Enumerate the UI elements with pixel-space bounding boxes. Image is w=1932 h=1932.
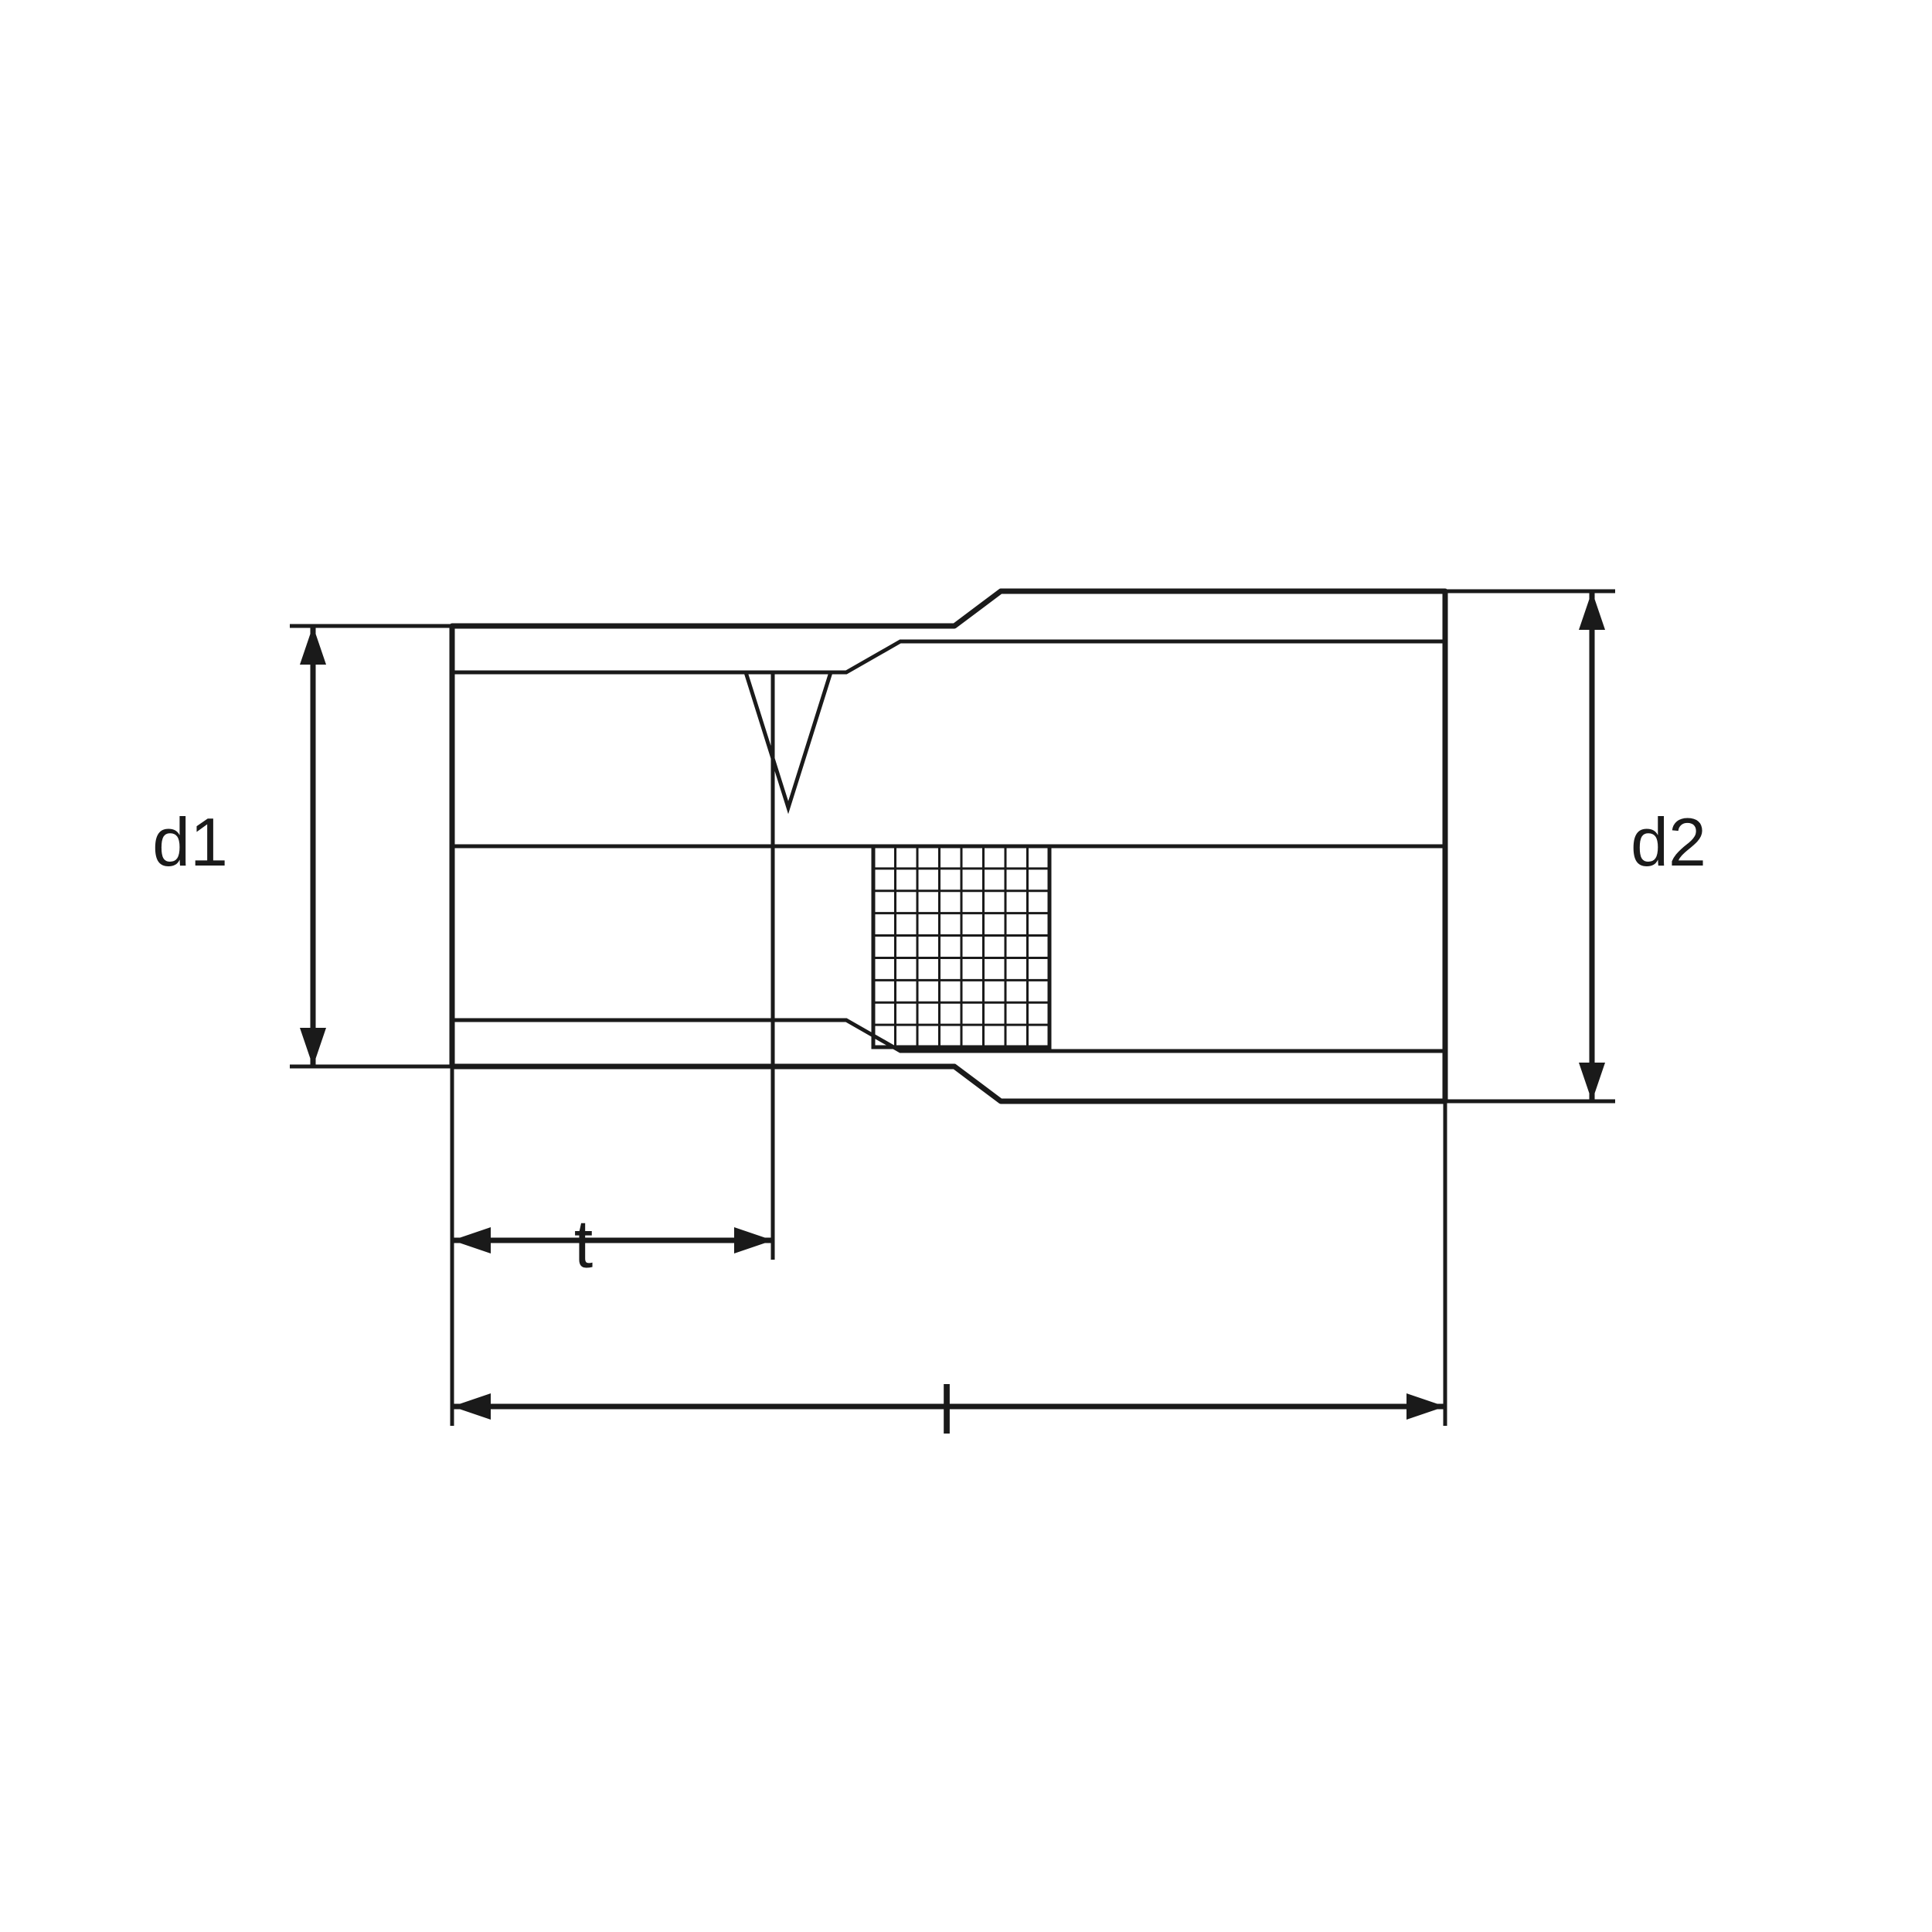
- d1-label: d1: [152, 804, 228, 880]
- technical-drawing: d1 d2 t l: [0, 0, 1932, 1932]
- arrowhead-right: [734, 1227, 773, 1253]
- arrowhead-down: [1579, 1063, 1605, 1101]
- arrowhead-up: [300, 626, 326, 665]
- hex-v-notch: [746, 672, 831, 808]
- arrowhead-right: [1406, 1393, 1445, 1420]
- arrowhead-up: [1579, 591, 1605, 630]
- d2-label: d2: [1631, 804, 1706, 880]
- arrowhead-left: [452, 1393, 491, 1420]
- arrowhead-down: [300, 1028, 326, 1066]
- arrowhead-left: [452, 1227, 491, 1253]
- t-label: t: [574, 1206, 593, 1282]
- inner-contour-top: [452, 641, 1445, 672]
- l-label: l: [939, 1372, 954, 1448]
- knurl-grid: [873, 846, 1049, 1047]
